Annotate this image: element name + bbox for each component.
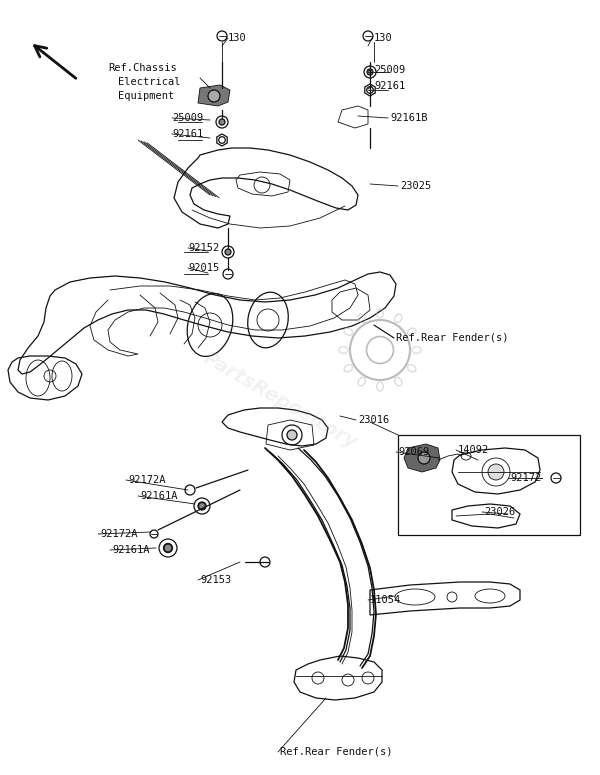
Circle shape	[418, 452, 430, 464]
Text: Ref.Rear Fender(s): Ref.Rear Fender(s)	[280, 747, 392, 757]
Text: 23026: 23026	[484, 507, 515, 517]
Circle shape	[287, 430, 297, 440]
Text: 92152: 92152	[188, 243, 219, 253]
Text: 92015: 92015	[188, 263, 219, 273]
Text: Equipment: Equipment	[118, 91, 174, 101]
Text: 25009: 25009	[172, 113, 203, 123]
Text: 23016: 23016	[358, 415, 389, 425]
Text: 11054: 11054	[370, 595, 401, 605]
Text: 92153: 92153	[200, 575, 231, 585]
Circle shape	[225, 249, 231, 255]
Circle shape	[163, 543, 173, 553]
Polygon shape	[198, 85, 230, 106]
Text: 92069: 92069	[398, 447, 429, 457]
Text: 92172A: 92172A	[100, 529, 137, 539]
Text: 92172: 92172	[510, 473, 541, 483]
Text: 92161B: 92161B	[390, 113, 427, 123]
Circle shape	[208, 90, 220, 102]
Text: PartsRepository: PartsRepository	[200, 348, 361, 452]
Circle shape	[164, 544, 172, 552]
Circle shape	[198, 502, 206, 510]
Text: 92161A: 92161A	[140, 491, 178, 501]
Circle shape	[219, 119, 225, 125]
Text: 92172A: 92172A	[128, 475, 166, 485]
Text: 23025: 23025	[400, 181, 431, 191]
Text: 92161: 92161	[172, 129, 203, 139]
Circle shape	[488, 464, 504, 480]
Polygon shape	[404, 444, 440, 472]
Text: 14092: 14092	[458, 445, 489, 455]
Text: Ref.Chassis: Ref.Chassis	[108, 63, 177, 73]
Circle shape	[199, 502, 205, 509]
Text: Ref.Rear Fender(s): Ref.Rear Fender(s)	[396, 333, 509, 343]
Text: 92161A: 92161A	[112, 545, 149, 555]
Text: 130: 130	[374, 33, 393, 43]
Circle shape	[367, 69, 373, 75]
Text: 92161: 92161	[374, 81, 405, 91]
Text: 25009: 25009	[374, 65, 405, 75]
Text: 130: 130	[228, 33, 247, 43]
Text: Electrical: Electrical	[118, 77, 181, 87]
